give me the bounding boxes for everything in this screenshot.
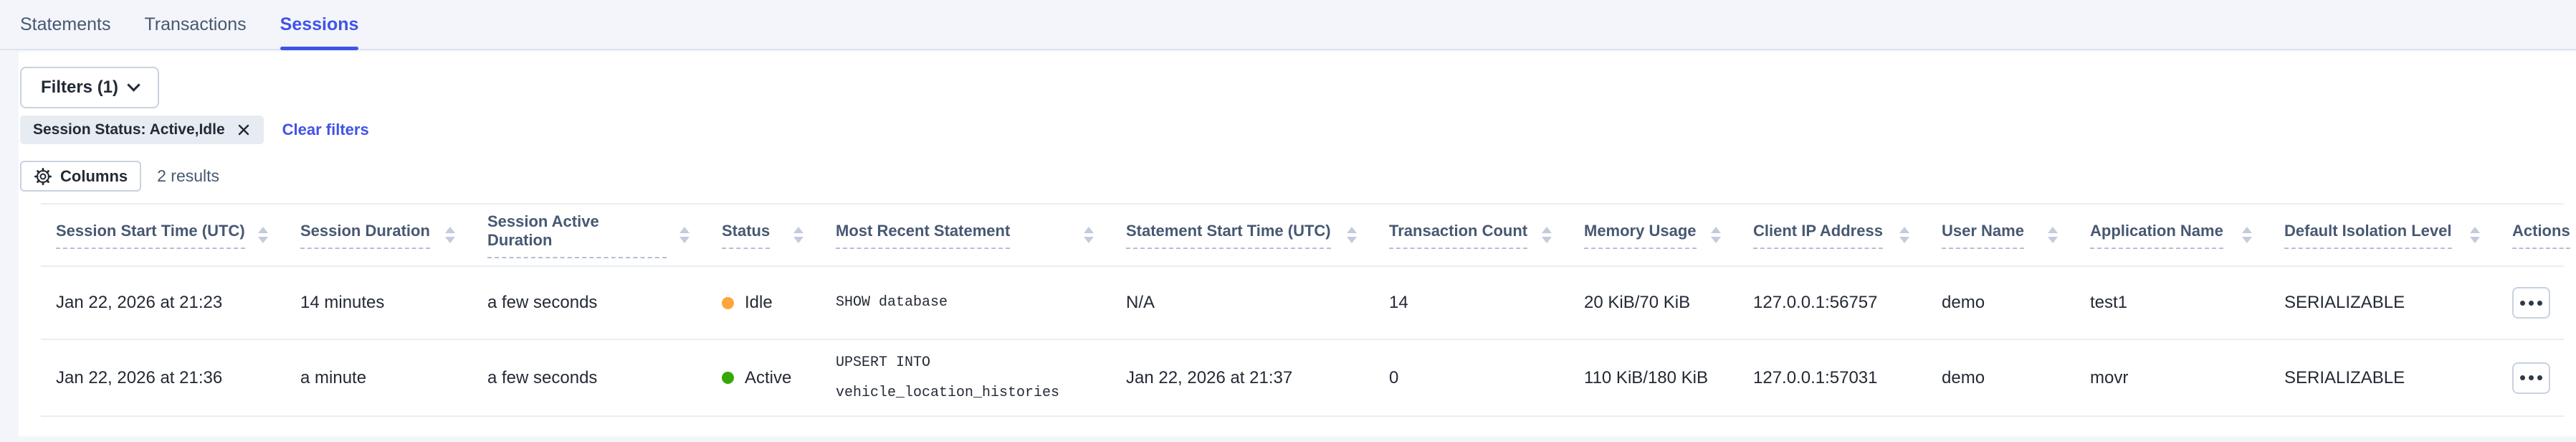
table-header-row: Session Start Time (UTC) Session Duratio… — [41, 203, 2570, 267]
cell-session-start: Jan 22, 2026 at 21:23 — [41, 266, 300, 340]
gear-icon — [34, 167, 52, 185]
column-header-most-recent-statement[interactable]: Most Recent Statement — [836, 203, 1126, 267]
cell-memory-usage: 20 KiB/70 KiB — [1584, 266, 1753, 340]
tab-sessions[interactable]: Sessions — [280, 0, 359, 50]
cell-client-ip: 127.0.0.1:56757 — [1753, 266, 1942, 340]
cell-isolation-level: SERIALIZABLE — [2284, 339, 2512, 417]
cell-actions — [2512, 339, 2564, 417]
table-toolbar: Columns 2 results — [20, 161, 219, 192]
table-row: Jan 22, 2026 at 21:23 14 minutes a few s… — [41, 266, 2564, 340]
session-actions-button[interactable] — [2512, 362, 2550, 394]
column-header-transaction-count[interactable]: Transaction Count — [1389, 203, 1584, 267]
column-label: Statement Start Time (UTC) — [1126, 222, 1331, 249]
sort-arrows-icon — [679, 227, 690, 243]
column-header-session-start-time[interactable]: Session Start Time (UTC) — [41, 203, 300, 267]
column-label: Default Isolation Level — [2284, 222, 2452, 249]
ellipsis-icon — [2520, 375, 2525, 380]
column-header-application-name[interactable]: Application Name — [2090, 203, 2284, 267]
column-label: Actions — [2512, 222, 2570, 249]
ellipsis-icon — [2520, 300, 2525, 306]
column-label: Session Duration — [300, 222, 430, 249]
column-header-statement-start-time[interactable]: Statement Start Time (UTC) — [1126, 203, 1389, 267]
column-label: Transaction Count — [1389, 222, 1528, 249]
cell-most-recent-statement: SHOW database — [836, 266, 1126, 340]
filter-chip-session-status: Session Status: Active,Idle — [20, 116, 264, 144]
filters-button-label: Filters (1) — [41, 77, 119, 97]
column-header-session-duration[interactable]: Session Duration — [300, 203, 487, 267]
status-active-icon — [722, 372, 734, 384]
tab-transactions[interactable]: Transactions — [144, 0, 246, 49]
sort-arrows-icon — [1347, 227, 1357, 243]
columns-button-label: Columns — [60, 166, 128, 185]
session-actions-button[interactable] — [2512, 287, 2550, 319]
columns-button[interactable]: Columns — [20, 161, 142, 192]
cell-statement-start: Jan 22, 2026 at 21:37 — [1126, 339, 1389, 417]
tab-label: Transactions — [144, 14, 247, 34]
status-label: Active — [745, 367, 792, 387]
column-label: Status — [722, 222, 771, 249]
cell-application-name: test1 — [2090, 266, 2284, 340]
sort-arrows-icon — [2470, 227, 2480, 243]
cell-user-name: demo — [1942, 266, 2090, 340]
cell-client-ip: 127.0.0.1:57031 — [1753, 339, 1942, 417]
sort-arrows-icon — [1542, 227, 1552, 243]
table-row: Jan 22, 2026 at 21:36 a minute a few sec… — [41, 339, 2564, 417]
cell-session-duration: a minute — [300, 339, 487, 417]
column-label: Most Recent Statement — [836, 222, 1011, 249]
cell-transaction-count: 0 — [1389, 339, 1584, 417]
sessions-table: Session Start Time (UTC) Session Duratio… — [41, 203, 2570, 417]
cell-transaction-count: 14 — [1389, 266, 1584, 340]
status-label: Idle — [745, 293, 773, 312]
column-label: User Name — [1942, 222, 2024, 249]
column-header-session-active-duration[interactable]: Session Active Duration — [487, 203, 722, 267]
column-header-user-name[interactable]: User Name — [1942, 203, 2090, 267]
column-label: Memory Usage — [1584, 222, 1697, 249]
cell-status: Idle — [722, 266, 836, 340]
remove-filter-icon[interactable] — [237, 123, 251, 137]
tab-statements[interactable]: Statements — [20, 0, 110, 49]
column-label: Session Start Time (UTC) — [56, 222, 245, 249]
sort-arrows-icon — [445, 227, 455, 243]
column-label: Session Active Duration — [487, 212, 667, 258]
cell-session-start: Jan 22, 2026 at 21:36 — [41, 339, 300, 417]
filter-chip-label: Session Status: Active,Idle — [33, 121, 225, 138]
clear-filters-link[interactable]: Clear filters — [282, 121, 369, 138]
cell-statement-start: N/A — [1126, 266, 1389, 340]
sort-arrows-icon — [1084, 227, 1094, 243]
column-header-isolation-level[interactable]: Default Isolation Level — [2284, 203, 2512, 267]
sort-arrows-icon — [2048, 227, 2058, 243]
column-header-actions: Actions — [2512, 203, 2570, 267]
close-icon — [238, 124, 249, 136]
tab-label: Statements — [20, 14, 111, 34]
cell-memory-usage: 110 KiB/180 KiB — [1584, 339, 1753, 417]
cell-application-name: movr — [2090, 339, 2284, 417]
status-idle-icon — [722, 296, 734, 309]
cell-user-name: demo — [1942, 339, 2090, 417]
sort-arrows-icon — [2242, 227, 2252, 243]
sort-arrows-icon — [1711, 227, 1721, 243]
sql-activity-tabbar: Statements Transactions Sessions — [0, 0, 2576, 50]
column-label: Application Name — [2090, 222, 2223, 249]
cell-status: Active — [722, 339, 836, 417]
cell-session-active-duration: a few seconds — [487, 266, 722, 340]
sessions-page-content: Filters (1) Session Status: Active,Idle … — [19, 52, 2576, 436]
column-label: Client IP Address — [1753, 222, 1883, 249]
sort-arrows-icon — [1899, 227, 1909, 243]
column-header-memory-usage[interactable]: Memory Usage — [1584, 203, 1753, 267]
sort-arrows-icon — [258, 227, 268, 243]
results-count: 2 results — [157, 166, 220, 185]
sort-arrows-icon — [793, 227, 803, 243]
cell-actions — [2512, 266, 2564, 340]
cell-most-recent-statement: UPSERT INTO vehicle_location_histories — [836, 339, 1126, 417]
chevron-down-icon — [127, 78, 140, 92]
cell-session-active-duration: a few seconds — [487, 339, 722, 417]
column-header-status[interactable]: Status — [722, 203, 836, 267]
filters-button[interactable]: Filters (1) — [20, 67, 160, 108]
tab-label: Sessions — [280, 14, 359, 34]
cell-session-duration: 14 minutes — [300, 266, 487, 340]
applied-filters-row: Session Status: Active,Idle Clear filter… — [20, 116, 369, 144]
cell-isolation-level: SERIALIZABLE — [2284, 266, 2512, 340]
column-header-client-ip[interactable]: Client IP Address — [1753, 203, 1942, 267]
